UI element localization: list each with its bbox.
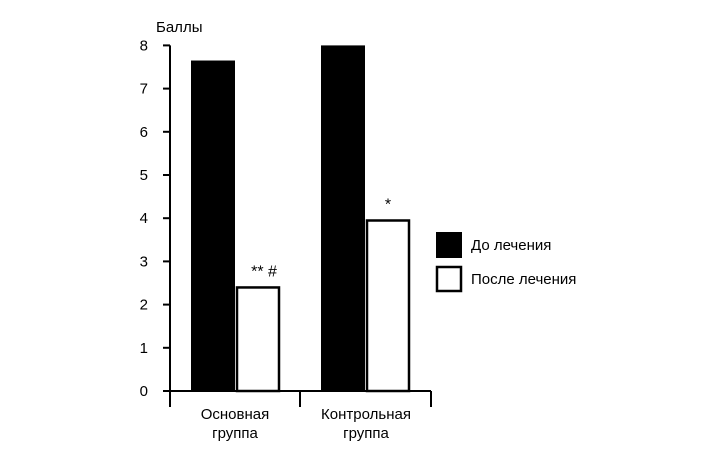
x-category-label: группа bbox=[212, 425, 258, 442]
bar-before-main bbox=[191, 60, 235, 392]
y-tick-label: 0 bbox=[140, 383, 148, 400]
x-category-label: Основная bbox=[201, 406, 270, 423]
bar-after-main bbox=[235, 286, 281, 393]
legend-swatch bbox=[436, 232, 462, 258]
y-tick-label: 5 bbox=[140, 167, 148, 184]
legend-label: После лечения bbox=[471, 271, 576, 288]
y-tick-label: 2 bbox=[140, 297, 148, 314]
bar-before-control bbox=[321, 45, 365, 392]
y-tick-label: 4 bbox=[140, 210, 148, 227]
legend-label: До лечения bbox=[471, 237, 551, 254]
bar-after-control bbox=[365, 219, 411, 393]
x-category-label: Контрольная bbox=[321, 406, 411, 423]
annotations: ** # * bbox=[251, 196, 391, 280]
x-axis-labels: Основная группа Контрольная группа bbox=[201, 406, 411, 442]
y-tick-label: 3 bbox=[140, 253, 148, 270]
y-axis-label: Баллы bbox=[156, 19, 202, 36]
y-tick-label: 1 bbox=[140, 340, 148, 357]
significance-marker: ** # bbox=[251, 263, 277, 280]
y-tick-label: 7 bbox=[140, 81, 148, 98]
legend: До лечения После лечения bbox=[435, 232, 576, 293]
y-tick-label: 6 bbox=[140, 124, 148, 141]
legend-swatch bbox=[435, 265, 463, 293]
x-category-label: группа bbox=[343, 425, 389, 442]
bars bbox=[191, 45, 411, 393]
y-axis-ticks: 0 1 2 3 4 5 6 7 8 bbox=[140, 37, 170, 400]
y-tick-label: 8 bbox=[140, 37, 148, 54]
significance-marker: * bbox=[385, 196, 391, 213]
